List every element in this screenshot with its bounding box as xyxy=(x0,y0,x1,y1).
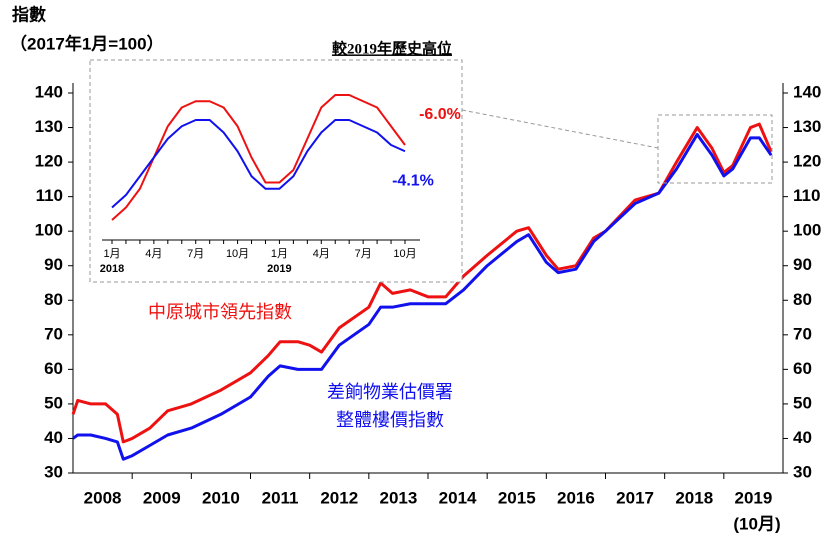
x-tick-label: 2008 xyxy=(84,488,122,507)
y-tick-label: 90 xyxy=(44,255,63,274)
inset-x-label: 10月 xyxy=(393,248,416,260)
series-line xyxy=(72,132,773,461)
y2-tick-label: 130 xyxy=(793,117,821,136)
x-tick-label: 2010 xyxy=(202,488,240,507)
series-line xyxy=(71,122,773,444)
inset-x-label: 1月 xyxy=(271,248,288,260)
y-tick-label: 40 xyxy=(44,428,63,447)
y-subtitle: （2017年1月=100） xyxy=(10,33,164,53)
inset-title: 較2019年歷史高位 xyxy=(332,39,452,57)
main-plot: 30 40 50 60 70 80 90 100 110 120 130 140 30 40 50 60 70 8… xyxy=(35,82,822,507)
y-tick-label: 140 xyxy=(35,82,63,101)
y-tick-label: 50 xyxy=(44,393,63,412)
x-tick-label: 2012 xyxy=(320,488,358,507)
series-label: 中原城市領先指數 xyxy=(148,302,292,322)
y2-tick-label: 60 xyxy=(793,359,812,378)
inset-x-label: 1月 xyxy=(103,248,120,260)
inset-x-label: 4月 xyxy=(145,248,162,260)
y2-tick-label: 30 xyxy=(793,462,812,481)
y2-tick-label: 40 xyxy=(793,428,812,447)
x-tick-label: 2017 xyxy=(616,488,654,507)
x-tick-label: 2013 xyxy=(380,488,418,507)
y-tick-label: 120 xyxy=(35,152,63,171)
y-tick-label: 70 xyxy=(44,324,63,343)
inset-year-label: 2018 xyxy=(100,263,124,275)
x-tick-label: 2014 xyxy=(439,488,477,507)
inset-plot: 1月 2018 4月 7月 10月 1月 2019 4月 7月 10月 -6.0% -4.1% xyxy=(100,94,461,275)
y-tick-label: 130 xyxy=(35,117,63,136)
x-tick-label: 2019 xyxy=(735,488,773,507)
y-title: 指數 xyxy=(12,4,46,24)
end-label: -4.1% xyxy=(392,172,434,189)
y2-tick-label: 80 xyxy=(793,290,812,309)
y-tick-label: 100 xyxy=(35,221,63,240)
y-tick-label: 60 xyxy=(44,359,63,378)
y2-tick-label: 110 xyxy=(793,186,820,205)
y2-tick-label: 140 xyxy=(793,82,821,101)
connector xyxy=(461,109,659,149)
y2-tick-label: 120 xyxy=(793,152,821,171)
inset-x-label: 10月 xyxy=(226,248,249,260)
end-label: -6.0% xyxy=(419,106,461,123)
x-tick-label: 2018 xyxy=(675,488,713,507)
y-tick-label: 110 xyxy=(36,186,63,205)
series-line xyxy=(111,94,406,221)
x-tick-label: 2011 xyxy=(262,488,299,507)
inset-year-label: 2019 xyxy=(267,263,291,275)
y2-tick-label: 50 xyxy=(793,393,812,412)
x-tick-label: 2015 xyxy=(498,488,536,507)
series-line xyxy=(111,119,406,209)
y-tick-label: 30 xyxy=(44,462,63,481)
y2-tick-label: 100 xyxy=(793,221,821,240)
inset-x-label: 7月 xyxy=(355,248,372,260)
x-tick-label: 2016 xyxy=(557,488,595,507)
series-label: 差餉物業估價署 xyxy=(327,382,453,402)
y-tick-label: 80 xyxy=(44,290,63,309)
x-note: (10月) xyxy=(733,514,780,533)
inset-x-label: 7月 xyxy=(187,248,204,260)
zoom-box xyxy=(657,114,773,184)
y2-tick-label: 90 xyxy=(793,255,812,274)
series-label: 整體樓價指數 xyxy=(336,410,444,430)
inset-box xyxy=(89,59,463,283)
inset-x-label: 4月 xyxy=(313,248,330,260)
y2-tick-label: 70 xyxy=(793,324,812,343)
x-tick-label: 2009 xyxy=(143,488,181,507)
